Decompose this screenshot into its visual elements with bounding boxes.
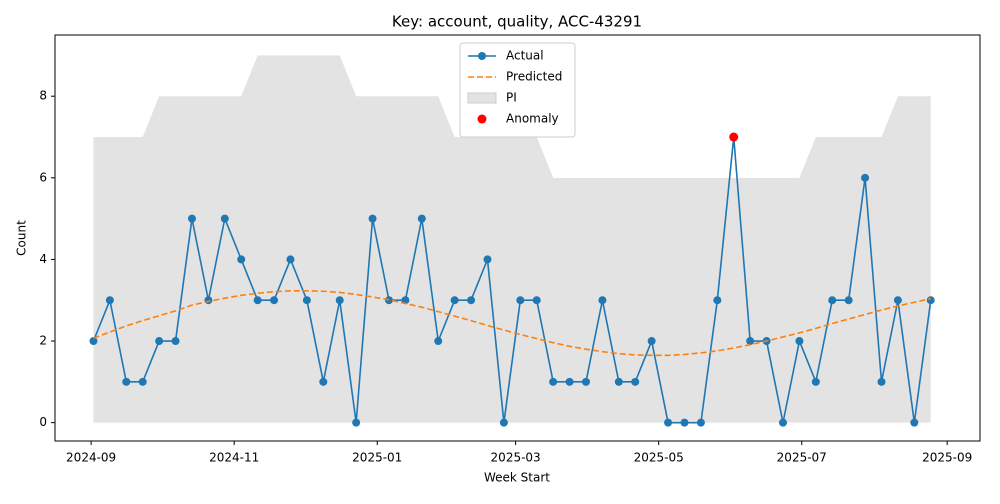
x-tick-label: 2024-11	[209, 451, 259, 465]
data-point	[581, 377, 590, 386]
data-point	[598, 296, 607, 305]
y-tick-label: 8	[39, 89, 47, 103]
data-point	[417, 214, 426, 223]
series-line	[92, 136, 932, 424]
data-point	[467, 296, 476, 305]
legend-swatch	[477, 114, 487, 124]
data-point	[516, 296, 525, 305]
data-point	[680, 418, 689, 427]
legend-swatch	[467, 92, 497, 104]
y-tick-label: 2	[39, 334, 47, 348]
data-point	[352, 418, 361, 427]
x-tick-label: 2025-03	[491, 451, 541, 465]
data-point	[204, 296, 213, 305]
data-point	[828, 296, 837, 305]
y-axis-label: Count	[15, 220, 29, 256]
data-point	[696, 418, 705, 427]
data-point	[270, 296, 279, 305]
data-point	[171, 337, 180, 346]
x-tick-label: 2025-09	[922, 451, 972, 465]
x-tick-label: 2025-07	[777, 451, 827, 465]
data-point	[532, 296, 541, 305]
data-point	[746, 337, 755, 346]
data-point	[614, 377, 623, 386]
data-point	[319, 377, 328, 386]
data-point	[499, 418, 508, 427]
data-point	[910, 418, 919, 427]
x-tick-label: 2025-05	[634, 451, 684, 465]
legend-label: PI	[506, 91, 517, 105]
legend-label: Predicted	[506, 70, 562, 84]
data-point	[811, 377, 820, 386]
y-tick-label: 0	[39, 415, 47, 429]
data-point	[253, 296, 262, 305]
data-point	[565, 377, 574, 386]
data-point	[664, 418, 673, 427]
data-point	[138, 377, 147, 386]
data-point	[631, 377, 640, 386]
chart-title: Key: account, quality, ACC-43291	[392, 13, 642, 31]
data-point	[647, 337, 656, 346]
data-point	[483, 255, 492, 264]
x-tick-label: 2025-01	[352, 451, 402, 465]
data-point	[286, 255, 295, 264]
legend-label: Anomaly	[506, 112, 559, 126]
legend-swatch	[478, 52, 486, 60]
data-point	[335, 296, 344, 305]
legend: Actual Predicted PI Anomaly	[459, 42, 576, 138]
data-point	[549, 377, 558, 386]
legend-label: Actual	[506, 49, 544, 63]
data-point	[713, 296, 722, 305]
anomaly-point	[729, 132, 739, 142]
series-line	[93, 290, 931, 357]
x-axis-label: Week Start	[484, 471, 550, 485]
data-point	[893, 296, 902, 305]
data-point	[122, 377, 131, 386]
plot-frame	[54, 34, 981, 442]
data-point	[89, 337, 98, 346]
y-tick-label: 4	[39, 252, 47, 266]
data-point	[368, 214, 377, 223]
data-point	[861, 173, 870, 182]
y-tick-label: 6	[39, 170, 47, 184]
data-point	[434, 337, 443, 346]
data-point	[105, 296, 114, 305]
data-point	[237, 255, 246, 264]
data-point	[187, 214, 196, 223]
data-point	[926, 296, 935, 305]
legend-box	[459, 42, 576, 138]
data-point	[795, 337, 804, 346]
data-point	[220, 214, 229, 223]
prediction-interval	[93, 55, 931, 423]
data-point	[450, 296, 459, 305]
data-point	[778, 418, 787, 427]
x-tick-label: 2024-09	[66, 451, 116, 465]
data-point	[155, 337, 164, 346]
data-point	[877, 377, 886, 386]
data-point	[844, 296, 853, 305]
data-point	[302, 296, 311, 305]
